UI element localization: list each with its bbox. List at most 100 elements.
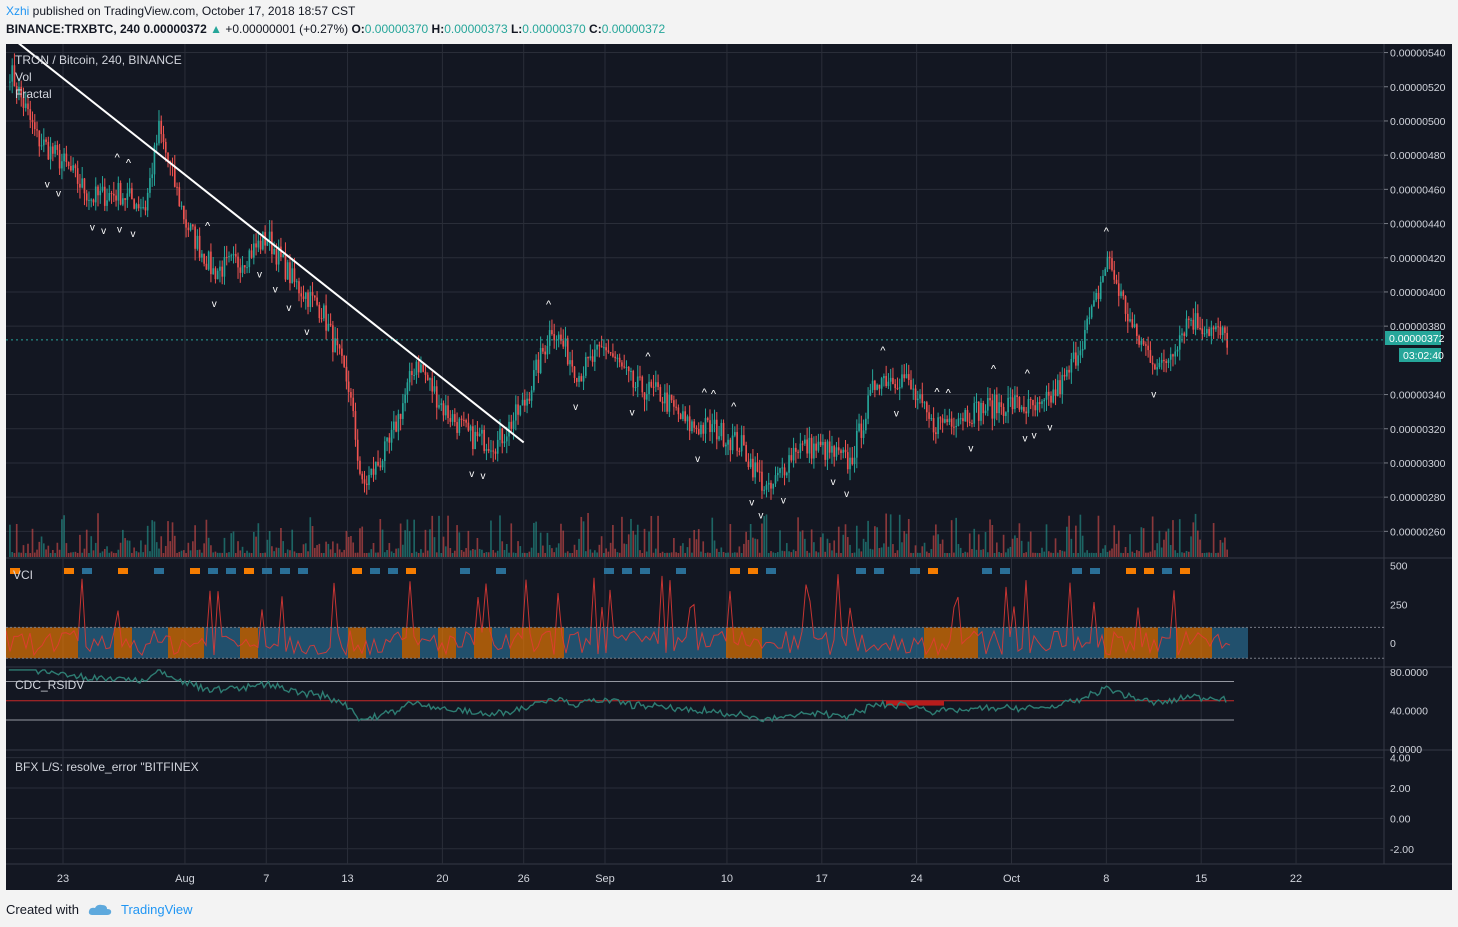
- candle-body: [632, 371, 635, 388]
- volume-bar: [435, 552, 438, 557]
- volume-bar: [860, 551, 863, 557]
- volume-bar: [262, 552, 264, 557]
- volume-bar: [894, 553, 897, 557]
- volume-bar: [731, 552, 734, 557]
- candle-body: [1077, 355, 1079, 366]
- candle-body: [774, 475, 777, 484]
- vci-dot: [190, 568, 200, 574]
- volume-bar: [923, 542, 926, 557]
- volume-bar: [664, 552, 666, 557]
- tradingview-link[interactable]: TradingView: [120, 902, 193, 917]
- candle-body: [752, 458, 754, 478]
- candle-body: [828, 441, 831, 453]
- volume-bar: [144, 544, 147, 557]
- candle-body: [955, 426, 957, 428]
- vci-band-segment: [1140, 627, 1158, 659]
- fractal-legend[interactable]: Fractal: [15, 87, 52, 101]
- candle-body: [117, 182, 120, 201]
- vci-legend[interactable]: VCI: [13, 568, 33, 582]
- volume-bar: [517, 541, 519, 557]
- volume-bar: [1020, 540, 1023, 557]
- candle-body: [921, 394, 924, 403]
- candle-body: [1005, 412, 1007, 416]
- candle-body: [887, 381, 890, 387]
- volume-bar: [185, 552, 187, 557]
- candle-body: [894, 383, 897, 389]
- volume-bar: [709, 552, 711, 557]
- volume-bar: [659, 552, 662, 557]
- candle-body: [964, 410, 967, 422]
- bfx-tick-label: 0.00: [1390, 813, 1411, 825]
- vci-tick-label: 500: [1390, 561, 1408, 573]
- volume-bar: [801, 530, 804, 557]
- candle-body: [246, 267, 248, 269]
- candle-body: [140, 207, 142, 209]
- volume-bar: [964, 551, 967, 557]
- volume-bar: [478, 548, 481, 557]
- candle-body: [745, 445, 747, 462]
- volume-bar: [189, 550, 192, 557]
- candle-body: [422, 364, 425, 372]
- volume-bar: [379, 519, 382, 557]
- candle-body: [776, 472, 779, 476]
- volume-bar: [865, 541, 867, 557]
- rsidv-legend[interactable]: CDC_RSIDV: [15, 678, 84, 692]
- volume-bar: [788, 551, 790, 557]
- candle-body: [530, 390, 533, 401]
- volume-bar: [711, 517, 714, 557]
- volume-bar: [587, 513, 589, 557]
- candle-body: [216, 270, 219, 280]
- candle-body: [1106, 256, 1109, 270]
- fractal-down-marker: v: [131, 229, 136, 240]
- volume-bar: [1047, 551, 1050, 557]
- volume-bar: [1126, 552, 1129, 557]
- candle-body: [804, 439, 806, 444]
- volume-bar: [230, 533, 233, 557]
- candle-body: [916, 398, 919, 401]
- candle-body: [1113, 270, 1116, 280]
- candle-body: [1050, 395, 1052, 403]
- candle-body: [889, 377, 892, 382]
- candle-body: [63, 153, 65, 162]
- volume-bar: [52, 549, 54, 557]
- vol-legend[interactable]: Vol: [15, 70, 32, 84]
- last-price-badge-text: 0.00000372: [1389, 333, 1445, 345]
- candle-body: [146, 192, 149, 211]
- volume-bar: [234, 553, 237, 557]
- candle-body: [449, 418, 452, 422]
- candle-body: [1156, 367, 1158, 370]
- volume-bar: [580, 516, 583, 557]
- candle-body: [1072, 352, 1075, 359]
- volume-bar: [804, 538, 806, 557]
- candle-body: [257, 240, 260, 248]
- author-name[interactable]: Xzhi: [6, 4, 30, 18]
- vci-band-segment: [132, 627, 150, 659]
- candle-body: [885, 376, 887, 387]
- vci-dot: [244, 568, 254, 574]
- candle-body: [580, 376, 583, 382]
- vci-band-segment: [186, 627, 204, 659]
- volume-bar: [734, 552, 736, 557]
- candle-body: [846, 452, 849, 470]
- candle-body: [571, 360, 574, 367]
- candle-body: [467, 422, 470, 431]
- volume-bar: [1093, 552, 1095, 557]
- vci-band-segment: [708, 627, 726, 659]
- vci-band-segment: [654, 627, 672, 659]
- volume-bar: [483, 552, 486, 557]
- bfx-legend[interactable]: BFX L/S: resolve_error "BITFINEX: [15, 760, 199, 774]
- volume-bar: [1124, 546, 1127, 557]
- vci-band-segment: [1104, 627, 1122, 659]
- volume-bar: [286, 549, 289, 557]
- volume-bar: [720, 547, 723, 557]
- candle-body: [878, 384, 881, 389]
- vci-line: [6, 574, 1231, 657]
- chart-area[interactable]: v v v v ^ v ^ v ^ v v v v v v v ^ v v ^ v ^ ^ ^ v v v v v ^ v ^ ^ v ^ v ^ v v ^…: [6, 44, 1452, 890]
- candle-body: [325, 305, 327, 331]
- volume-bar: [246, 550, 248, 557]
- candle-body: [1063, 374, 1066, 377]
- candle-body: [650, 381, 653, 387]
- fractal-down-marker: v: [630, 407, 635, 418]
- candle-body: [463, 419, 465, 421]
